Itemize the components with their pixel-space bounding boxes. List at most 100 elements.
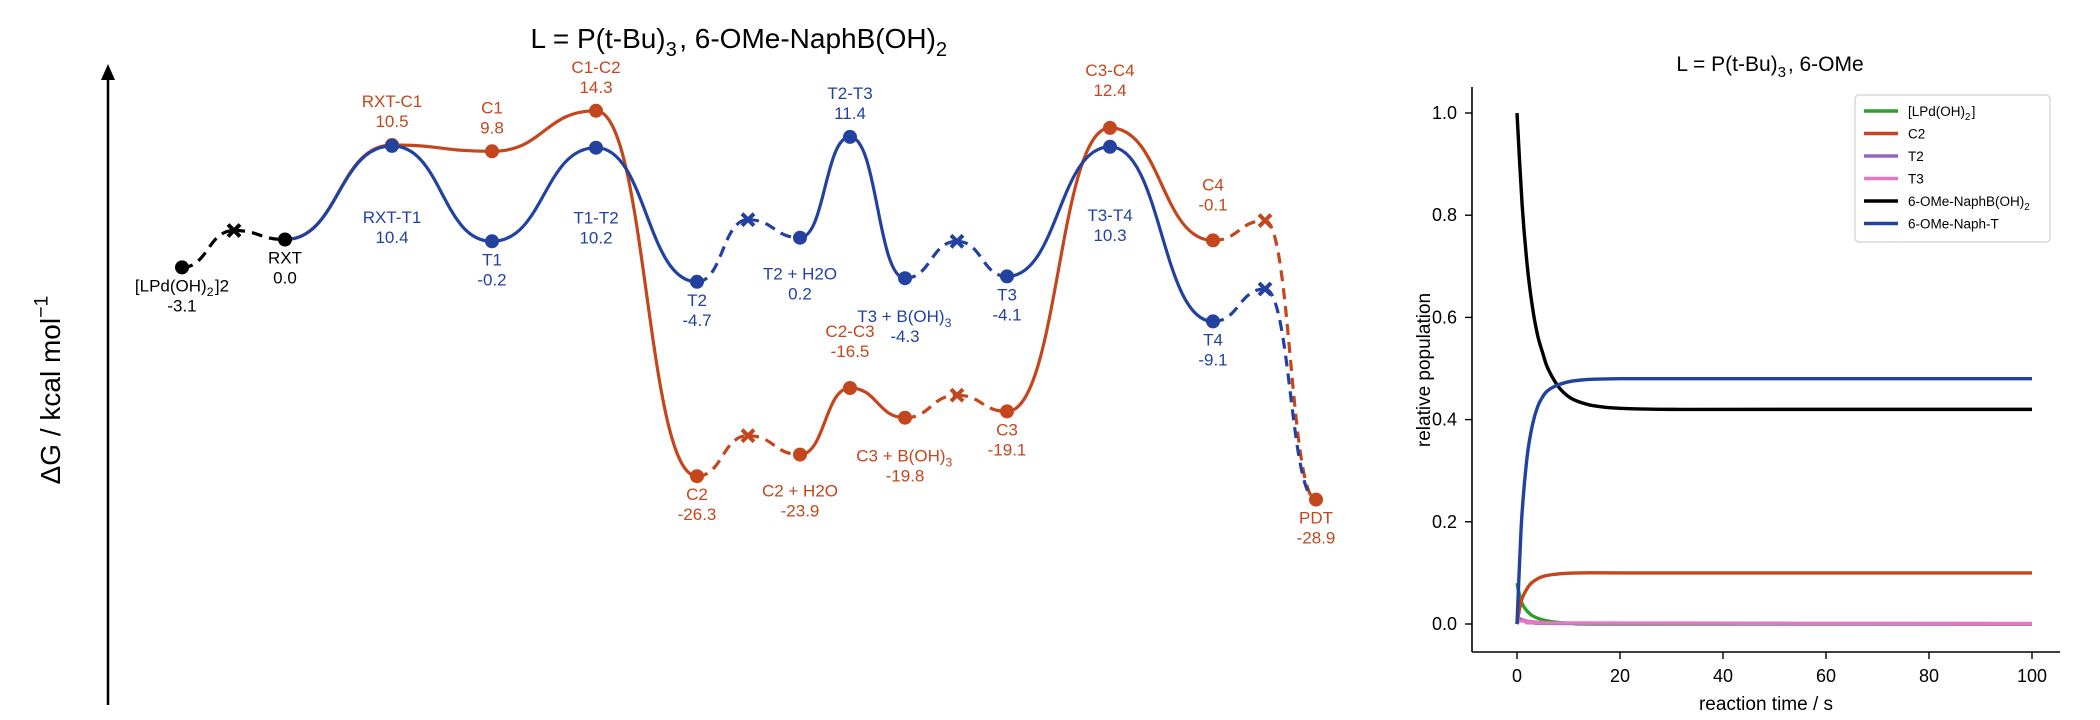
- x-tick-label-20: 20: [1610, 666, 1630, 686]
- energy-segment-2-8: [956, 239, 1008, 278]
- legend-entry-6-ome-naph-t: 6-OMe-Naph-T: [1864, 217, 1999, 232]
- energy-label-value: -4.3: [890, 327, 919, 346]
- energy-label-name: C1: [481, 98, 503, 117]
- energy-segment-2-9: [1006, 145, 1111, 278]
- energy-label-value: -19.1: [988, 440, 1027, 459]
- energy-label-value: -0.1: [1198, 195, 1227, 214]
- energy-label-value: -16.5: [831, 342, 870, 361]
- energy-segment-blue-to-pdt: [1264, 287, 1317, 502]
- energy-segment-1-4: [747, 434, 801, 457]
- energy-point-c2: [690, 469, 704, 484]
- energy-point-t4: [1206, 314, 1220, 329]
- energy-labels: [LPd(OH)2 ]2-3.1RXT0.0RXT-C110.5C19.8C1-…: [135, 58, 1335, 548]
- energy-segment-2-1: [491, 146, 597, 243]
- energy-label-c1: C19.8: [480, 98, 504, 137]
- energy-label-name: C2: [686, 485, 708, 504]
- energy-segment-1-2: [595, 109, 698, 478]
- energy-point-c3: [1000, 404, 1014, 419]
- energy-label-name: RXT: [268, 249, 302, 268]
- y-tick-label-0.4: 0.4: [1432, 410, 1457, 430]
- energy-point-t3-t4: [1103, 139, 1117, 154]
- energy-label-c2-c3: C2-C3-16.5: [825, 322, 874, 361]
- energy-label-value: 10.5: [375, 112, 408, 131]
- energy-point-lpd-oh-2-2: [175, 260, 189, 275]
- energy-point-c4: [1206, 233, 1220, 248]
- energy-segment-1-3: [696, 434, 749, 478]
- energy-label-value: -9.1: [1198, 350, 1227, 369]
- kinetics-ticks: 0 20 40 60 80 100 0.0 0.2 0.4 0.6 0.8 1.0: [1432, 103, 2047, 686]
- energy-label-name: C1-C2: [571, 58, 620, 77]
- series-line-6-ome-naph-t: [1515, 376, 2032, 625]
- energy-label-value: 0.0: [273, 269, 297, 288]
- energy-point-rxt: [278, 232, 292, 247]
- energy-label-value: -28.9: [1297, 529, 1336, 548]
- y-tick-label-0.0: 0.0: [1432, 614, 1457, 634]
- energy-segment-2-5: [799, 135, 851, 240]
- energy-label-t3-b-oh-3: T3 + B(OH)3 -4.3: [857, 307, 953, 346]
- energy-point-c3-b-oh-3: [898, 410, 912, 425]
- legend-entry-c2: C2: [1864, 127, 1925, 142]
- energy-point-t2: [690, 274, 704, 289]
- x-tick-label-80: 80: [1919, 666, 1939, 686]
- energy-label-value: 10.3: [1093, 226, 1126, 245]
- energy-intermediate-x-2-4: [740, 212, 756, 228]
- energy-label-c3-b-oh-3: C3 + B(OH)3 -19.8: [856, 447, 952, 486]
- energy-label-name: T3-T4: [1087, 206, 1132, 225]
- energy-intermediate-x-1-8: [949, 387, 965, 403]
- legend-label: T2: [1908, 149, 1924, 164]
- energy-point-t1: [485, 234, 499, 249]
- series-line-t3: [1515, 619, 2033, 626]
- energy-label-value: -23.9: [781, 502, 820, 521]
- energy-point-t1-t2: [589, 140, 603, 155]
- energy-label-t2: T2-4.7: [682, 291, 711, 330]
- energy-point-c1: [485, 144, 499, 159]
- kinetics-legend: [LPd(OH)2 ] C2 T2 T3 6-OMe-NaphB(OH)2 6-OMe-…: [1854, 94, 2051, 243]
- energy-label-name: C2-C3: [825, 322, 874, 341]
- energy-intermediate-x-0-1: [226, 223, 242, 238]
- energy-point-t3: [1000, 269, 1014, 284]
- energy-intermediate-x-1-12: [1257, 213, 1273, 229]
- energy-segment-2-10: [1109, 145, 1214, 323]
- x-tick-label-60: 60: [1816, 666, 1836, 686]
- energy-point-c1-c2: [589, 103, 603, 118]
- energy-segment-1-7: [904, 393, 958, 420]
- energy-point-t3-b-oh-3: [898, 271, 912, 286]
- energy-axis-label: ΔG / kcal mol−1: [30, 296, 66, 485]
- legend-label: T3: [1908, 172, 1924, 187]
- energy-label-value: 12.4: [1093, 81, 1126, 100]
- energy-label-name: T3 + B(OH)3: [857, 307, 953, 330]
- y-tick-label-0.8: 0.8: [1432, 205, 1457, 225]
- y-tick-label-0.6: 0.6: [1432, 307, 1457, 327]
- series-line-lpd-oh-2: [1515, 582, 2033, 626]
- energy-segment-1-5: [799, 386, 851, 457]
- energy-label-value: 0.2: [788, 285, 812, 304]
- energy-segment-2-2: [595, 146, 698, 284]
- energy-segment-1-8: [956, 393, 1008, 413]
- energy-label-value: 9.8: [480, 118, 504, 137]
- energy-segment-2-4: [747, 218, 801, 240]
- legend-label: C2: [1908, 127, 1925, 142]
- energy-label-name: T1: [482, 250, 502, 269]
- energy-label-name: RXT-C1: [362, 92, 422, 111]
- energy-label-value: -3.1: [167, 296, 196, 315]
- energy-label-name: RXT-T1: [363, 208, 422, 227]
- energy-label-value: 10.4: [375, 228, 408, 247]
- energy-label-t3: T3-4.1: [992, 285, 1021, 324]
- energy-segment-2-3: [696, 218, 749, 284]
- energy-label-name: C3: [996, 420, 1018, 439]
- energy-label-c2-h2o: C2 + H2O-23.9: [762, 482, 838, 521]
- energy-label-value: -19.8: [886, 467, 925, 486]
- kinetics-panel: L = P(t-Bu)3 , 6-OMe 0 20 40 60 80 1000.00.20…: [1414, 53, 2060, 715]
- energy-point-c2-h2o: [793, 447, 807, 462]
- energy-label-name: C2 + H2O: [762, 482, 838, 501]
- energy-intermediate-x-2-12: [1257, 281, 1273, 297]
- legend-entry-6-ome-naphb-oh-2: 6-OMe-NaphB(OH)2: [1864, 194, 2030, 213]
